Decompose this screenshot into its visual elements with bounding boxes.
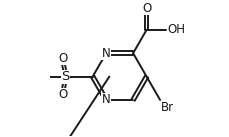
Text: N: N [102,47,111,60]
Text: O: O [58,52,67,65]
Text: Br: Br [161,101,174,114]
Text: S: S [62,70,70,83]
Text: OH: OH [167,23,185,36]
Text: N: N [102,93,111,106]
Text: O: O [58,88,67,101]
Text: O: O [142,2,151,15]
